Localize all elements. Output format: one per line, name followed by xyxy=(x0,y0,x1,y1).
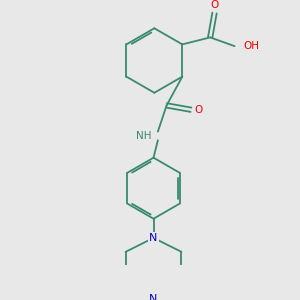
Text: OH: OH xyxy=(243,41,259,51)
Text: O: O xyxy=(195,105,203,115)
Text: N: N xyxy=(149,233,158,243)
Text: O: O xyxy=(210,0,219,10)
Text: NH: NH xyxy=(136,131,152,141)
Text: N: N xyxy=(149,294,158,300)
